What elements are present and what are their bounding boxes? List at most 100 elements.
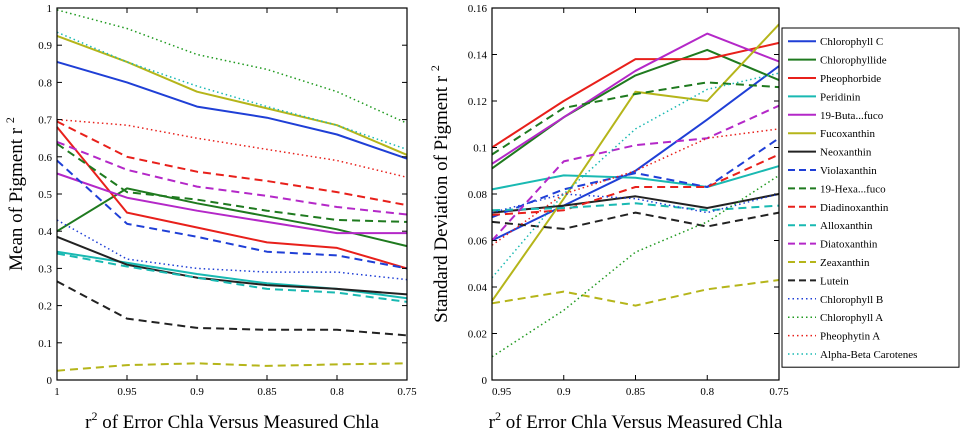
series-line-pheophorbide xyxy=(56,126,408,270)
x-tick-label: 0.8 xyxy=(700,386,714,398)
y-tick-label: 0.1 xyxy=(473,143,487,155)
legend-label: Diatoxanthin xyxy=(820,239,878,251)
x-tick-label: 0.9 xyxy=(190,386,204,398)
y-tick-label: 0.1 xyxy=(38,338,52,350)
y-tick-label: 0.6 xyxy=(38,152,52,164)
y-axis-label: Mean of Pigment r 2 xyxy=(3,117,27,271)
series-line-peridinin xyxy=(491,165,780,191)
legend-label: Chlorophyll C xyxy=(820,36,883,48)
series-line-alpha-beta-carotenes xyxy=(56,31,408,151)
series-line-violaxanthin xyxy=(491,137,780,219)
y-tick-label: 0.02 xyxy=(468,329,487,341)
x-tick-label: 0.75 xyxy=(769,386,789,398)
series-line-diadinoxanthin xyxy=(491,153,780,216)
series-line-chlorophyll-c xyxy=(56,60,408,160)
y-tick-label: 0.7 xyxy=(38,115,52,127)
y-tick-label: 0.4 xyxy=(38,226,52,238)
y-tick-label: 0.14 xyxy=(468,50,488,62)
y-tick-label: 0 xyxy=(47,375,53,387)
series-line-zeaxanthin xyxy=(491,279,780,307)
legend-label: Chlorophyllide xyxy=(820,55,887,67)
series-line-diatoxanthin xyxy=(56,140,408,216)
series-line-19-hexa-fuco xyxy=(491,81,780,156)
legend-label: Lutein xyxy=(820,275,849,287)
legend-label: 19-Buta...fuco xyxy=(820,110,884,122)
legend-label: Zeaxanthin xyxy=(820,257,870,269)
x-tick-label: 0.75 xyxy=(397,386,417,398)
legend-item-chlorophyll-c: Chlorophyll C xyxy=(788,36,883,48)
y-tick-label: 0.06 xyxy=(468,236,488,248)
legend-item-peridinin: Peridinin xyxy=(788,91,861,103)
x-tick-label: 0.85 xyxy=(626,386,646,398)
series-line-19-hexa-fuco xyxy=(56,142,408,223)
series-line-chlorophyll-a xyxy=(56,9,408,124)
series-line-alloxanthin xyxy=(56,252,408,303)
x-axis-label: r2 of Error Chla Versus Measured Chla xyxy=(85,409,379,433)
legend-item-19-buta-fuco: 19-Buta...fuco xyxy=(788,110,884,122)
legend-item-diadinoxanthin: Diadinoxanthin xyxy=(788,202,889,214)
y-tick-label: 0.9 xyxy=(38,40,52,52)
legend-box xyxy=(781,27,960,368)
series-line-zeaxanthin xyxy=(56,362,408,372)
legend-item-neoxanthin: Neoxanthin xyxy=(788,147,872,159)
legend-label: 19-Hexa...fuco xyxy=(820,183,886,195)
legend-label: Chlorophyll B xyxy=(820,294,883,306)
series-line-alloxanthin xyxy=(491,202,780,212)
series-line-lutein xyxy=(56,280,408,337)
y-tick-label: 0.3 xyxy=(38,263,52,275)
y-tick-label: 0.2 xyxy=(38,301,52,313)
y-tick-label: 0 xyxy=(482,375,488,387)
x-tick-label: 0.85 xyxy=(257,386,277,398)
plot-frame xyxy=(56,7,408,381)
series-line-neoxanthin xyxy=(56,235,408,296)
y-tick-label: 0.5 xyxy=(38,189,52,201)
legend-item-chlorophyll-b: Chlorophyll B xyxy=(788,294,883,306)
legend-item-chlorophyll-a: Chlorophyll A xyxy=(788,312,883,324)
legend-label: Neoxanthin xyxy=(820,147,872,159)
series-line-chlorophyllide xyxy=(491,48,780,170)
legend-label: Alpha-Beta Carotenes xyxy=(820,349,917,361)
legend-label: Fucoxanthin xyxy=(820,128,875,140)
legend-item-diatoxanthin: Diatoxanthin xyxy=(788,239,878,251)
legend-item-violaxanthin: Violaxanthin xyxy=(788,165,877,177)
left-chart: 0 0.1 0.2 0.3 0.4 0.5 0.6 0.7 0.8 0.9 1 1 0.95 0.9 0.8… xyxy=(3,3,417,433)
legend-item-fucoxanthin: Fucoxanthin xyxy=(788,128,875,140)
y-tick-label: 1 xyxy=(47,3,53,15)
x-tick-label: 1 xyxy=(54,386,60,398)
x-tick-label: 0.95 xyxy=(492,386,512,398)
legend-label: Chlorophyll A xyxy=(820,312,883,324)
legend-item-alloxanthin: Alloxanthin xyxy=(788,220,873,232)
legend-item-chlorophyllide: Chlorophyllide xyxy=(788,55,887,67)
series-line-19-buta-fuco xyxy=(56,172,407,235)
y-tick-label: 0.08 xyxy=(468,189,488,201)
legend-item-zeaxanthin: Zeaxanthin xyxy=(788,257,870,269)
series-line-violaxanthin xyxy=(56,159,408,270)
y-tick-label: 0.16 xyxy=(468,3,488,15)
plot-frame xyxy=(491,7,780,381)
series-line-fucoxanthin xyxy=(56,34,408,156)
series-line-pheophorbide xyxy=(491,41,780,149)
series-line-diadinoxanthin xyxy=(56,120,408,207)
series-line-pheophytin-a xyxy=(491,128,780,246)
series-line-fucoxanthin xyxy=(491,23,780,302)
legend-label: Peridinin xyxy=(820,91,861,103)
legend: Chlorophyll C Chlorophyllide Pheophorbide P… xyxy=(781,27,960,368)
series-line-chlorophyll-b xyxy=(56,219,408,281)
legend-label: Alloxanthin xyxy=(820,220,873,232)
y-axis-label: Standard Deviation of Pigment r 2 xyxy=(428,65,452,323)
series-line-pheophytin-a xyxy=(56,118,408,179)
legend-item-pheophorbide: Pheophorbide xyxy=(788,73,881,85)
series-line-diatoxanthin xyxy=(491,104,780,242)
series-line-chlorophyll-a xyxy=(491,174,780,358)
legend-label: Violaxanthin xyxy=(820,165,877,177)
legend-label: Diadinoxanthin xyxy=(820,202,889,214)
series-line-chlorophyll-c xyxy=(491,65,780,242)
x-tick-label: 0.9 xyxy=(557,386,571,398)
legend-label: Pheophorbide xyxy=(820,73,881,85)
y-tick-label: 0.8 xyxy=(38,77,52,89)
series-line-neoxanthin xyxy=(491,193,780,214)
y-tick-label: 0.12 xyxy=(468,96,487,108)
x-tick-label: 0.8 xyxy=(330,386,344,398)
series-line-lutein xyxy=(491,211,780,230)
